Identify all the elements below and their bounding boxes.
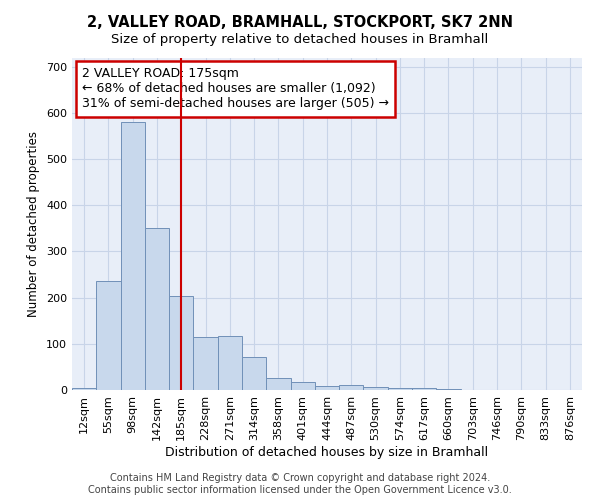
Bar: [169, 296, 193, 390]
Bar: [96, 282, 121, 390]
Text: Size of property relative to detached houses in Bramhall: Size of property relative to detached ho…: [112, 32, 488, 46]
Bar: [193, 337, 218, 390]
Bar: [121, 122, 145, 390]
Bar: [290, 382, 315, 390]
Bar: [218, 336, 242, 390]
Bar: [364, 387, 388, 390]
Bar: [412, 388, 436, 390]
Bar: [315, 386, 339, 390]
X-axis label: Distribution of detached houses by size in Bramhall: Distribution of detached houses by size …: [166, 446, 488, 458]
Text: 2, VALLEY ROAD, BRAMHALL, STOCKPORT, SK7 2NN: 2, VALLEY ROAD, BRAMHALL, STOCKPORT, SK7…: [87, 15, 513, 30]
Bar: [339, 386, 364, 390]
Y-axis label: Number of detached properties: Number of detached properties: [28, 130, 40, 317]
Text: 2 VALLEY ROAD: 175sqm
← 68% of detached houses are smaller (1,092)
31% of semi-d: 2 VALLEY ROAD: 175sqm ← 68% of detached …: [82, 68, 389, 110]
Bar: [388, 388, 412, 390]
Bar: [436, 388, 461, 390]
Bar: [72, 388, 96, 390]
Bar: [266, 378, 290, 390]
Bar: [145, 228, 169, 390]
Bar: [242, 357, 266, 390]
Text: Contains HM Land Registry data © Crown copyright and database right 2024.
Contai: Contains HM Land Registry data © Crown c…: [88, 474, 512, 495]
